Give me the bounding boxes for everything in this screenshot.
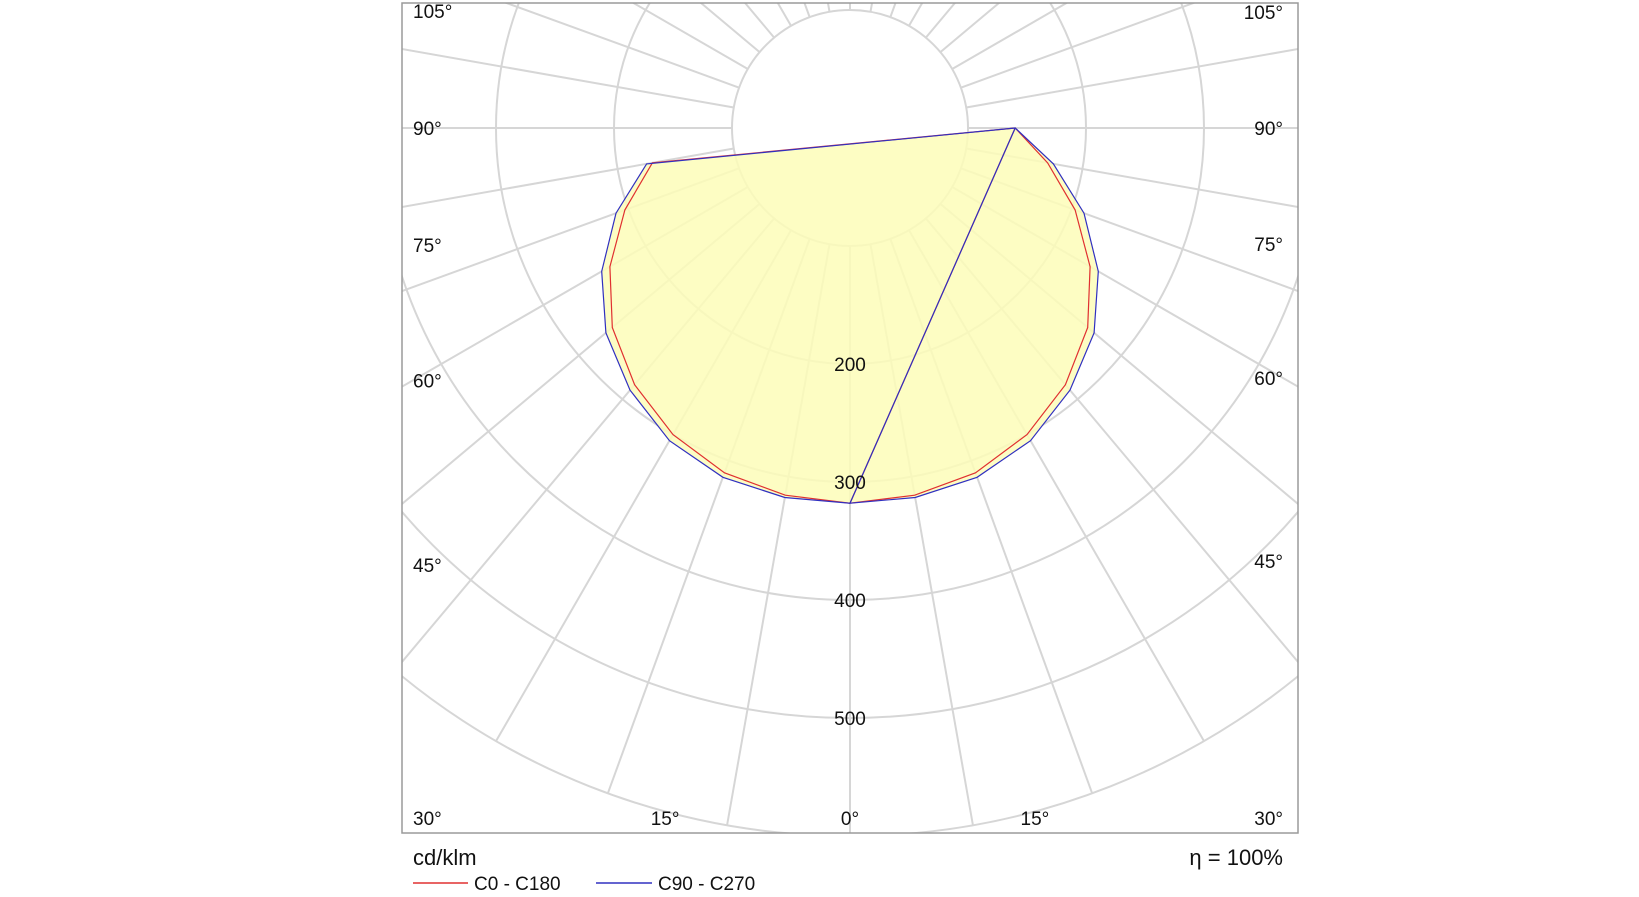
grid-spoke	[402, 147, 734, 209]
angle-label-bottom-left: 30°	[413, 809, 442, 830]
legend: C0 - C180 C90 - C270	[413, 874, 755, 895]
intensity-curves	[601, 127, 1099, 504]
grid-spoke	[951, 3, 1069, 70]
angle-label-left: 45°	[413, 556, 442, 577]
grid-spoke	[869, 3, 874, 12]
angle-label-left: 90°	[413, 119, 442, 140]
grid-spoke	[939, 3, 1001, 53]
grid-spoke	[631, 3, 749, 70]
angle-label-zero: 0°	[841, 809, 859, 830]
grid-spoke	[503, 3, 740, 89]
grid-spoke	[966, 47, 1298, 109]
angle-label-right: 75°	[1254, 235, 1283, 256]
angle-label-left: 60°	[413, 371, 442, 392]
legend-label-c90: C90 - C270	[658, 874, 755, 895]
radial-tick-label: 500	[834, 709, 866, 730]
grid-spoke	[699, 3, 761, 53]
angle-label-right: 105°	[1244, 3, 1283, 24]
angle-label-left: 75°	[413, 236, 442, 257]
angle-label-bottom-right: 30°	[1254, 809, 1283, 830]
angle-label-right: 90°	[1254, 119, 1283, 140]
grid-spoke	[960, 3, 1197, 89]
angle-label-right: 60°	[1254, 369, 1283, 390]
series-curve-c90-c270	[601, 127, 1099, 504]
angle-label-bottom-left: 15°	[651, 809, 680, 830]
unit-label: cd/klm	[413, 845, 477, 870]
angle-label-right: 45°	[1254, 552, 1283, 573]
radial-tick-label: 200	[834, 355, 866, 376]
angle-label-bottom-right: 15°	[1021, 809, 1050, 830]
grid-spoke	[402, 47, 734, 109]
radial-tick-label: 300	[834, 473, 866, 494]
legend-label-c0: C0 - C180	[474, 874, 561, 895]
radial-tick-label: 400	[834, 591, 866, 612]
plot-frame	[401, 2, 1299, 834]
grid-spoke	[966, 147, 1298, 209]
grid-spoke	[826, 3, 831, 12]
efficiency-label: η = 100%	[1189, 845, 1283, 870]
angle-label-left: 105°	[413, 2, 452, 23]
angle-labels: 200 300 400 500 105° 90° 75° 60° 45° 105° 90° 75° 60…	[413, 2, 1283, 830]
intensity-fill	[601, 128, 1099, 504]
